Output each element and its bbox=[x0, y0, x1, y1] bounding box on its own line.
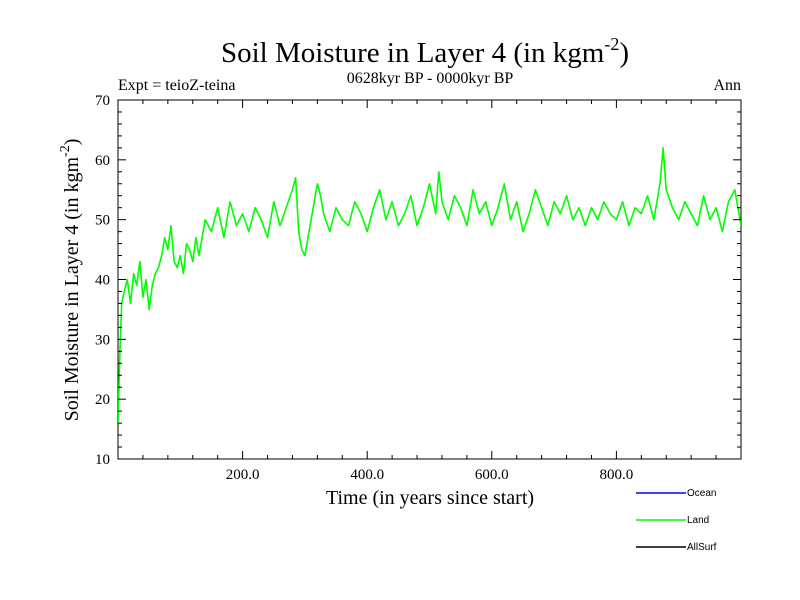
y-tick-label: 50 bbox=[95, 213, 110, 229]
plot-frame bbox=[117, 99, 742, 460]
y-tick-label: 70 bbox=[95, 93, 110, 109]
plot-area: 200.0 400.0 600.0 800.0 10 20 30 40 50 60 70 bbox=[95, 93, 742, 483]
x-tick-label: 600.0 bbox=[475, 467, 509, 483]
y-tick-label: 60 bbox=[95, 153, 110, 169]
y-axis-label: Soil Moisture in Layer 4 (in kgm-2) bbox=[58, 139, 83, 422]
time-range-label: 0628kyr BP - 0000kyr BP bbox=[347, 70, 514, 87]
y-tick-label: 20 bbox=[95, 392, 110, 408]
chart-title: Soil Moisture in Layer 4 (in kgm-2) bbox=[221, 34, 629, 69]
x-tick-label: 200.0 bbox=[226, 467, 260, 483]
legend-label-land: Land bbox=[687, 515, 709, 526]
y-tick-label: 40 bbox=[95, 273, 110, 289]
season-label: Ann bbox=[713, 77, 741, 94]
legend-label-allsurf: AllSurf bbox=[687, 542, 717, 553]
experiment-label: Expt = teioZ-teina bbox=[118, 77, 235, 94]
y-tick-label: 30 bbox=[95, 332, 110, 348]
x-tick-label: 400.0 bbox=[350, 467, 384, 483]
y-tick-label: 10 bbox=[95, 452, 110, 468]
x-axis-label: Time (in years since start) bbox=[326, 487, 534, 509]
legend: Ocean Land AllSurf bbox=[636, 488, 717, 553]
legend-label-ocean: Ocean bbox=[687, 488, 716, 499]
series-line-land bbox=[118, 147, 741, 424]
x-tick-label: 800.0 bbox=[600, 467, 634, 483]
